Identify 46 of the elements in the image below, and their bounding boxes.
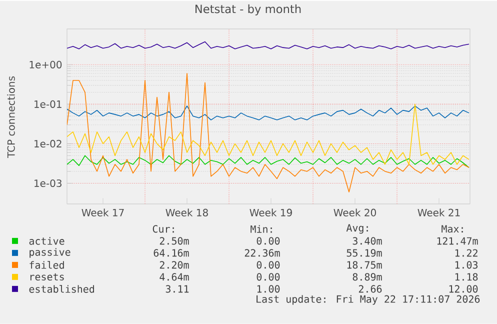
text: 121.47m xyxy=(437,237,478,245)
text: 4.64m xyxy=(160,273,189,281)
line-series xyxy=(67,155,470,168)
text: 1.03 xyxy=(455,261,478,269)
text: Cur: xyxy=(152,225,174,233)
x-tick-label: Week 20 xyxy=(334,208,376,216)
x-tick-label: Week 18 xyxy=(166,208,208,216)
text: 18.75m xyxy=(347,261,382,269)
text: 64.16m xyxy=(154,249,189,257)
legend-label: active xyxy=(29,237,64,245)
text: 1.22 xyxy=(455,249,478,257)
text: 12.00 xyxy=(449,285,478,293)
y-tick-label: 1e+00 xyxy=(30,60,62,68)
y-tick-label: 1e-01 xyxy=(34,100,62,108)
text: 0.00 xyxy=(256,237,280,245)
text: 1.00 xyxy=(257,285,280,293)
text: 8.89m xyxy=(352,273,382,281)
text: Max: xyxy=(442,225,463,233)
text: 3.40m xyxy=(352,237,382,245)
text: 3.11 xyxy=(166,285,189,293)
x-tick-label: Week 17 xyxy=(82,208,124,216)
text: 2.20m xyxy=(160,261,189,269)
text: 0.00 xyxy=(256,273,280,281)
text: 55.19m xyxy=(346,249,382,257)
text: 0.00 xyxy=(256,261,280,269)
text: Min: xyxy=(250,225,272,233)
text: Avg: xyxy=(346,224,368,234)
line-series xyxy=(67,104,470,165)
x-tick-label: Week 19 xyxy=(250,208,292,216)
text: 22.36m xyxy=(244,249,280,257)
text: 1.18 xyxy=(455,273,478,281)
line-series xyxy=(67,41,470,50)
chart-title: Netstat - by month xyxy=(196,4,301,16)
text: 2.66 xyxy=(358,285,382,293)
line-series xyxy=(67,106,470,120)
legend-label: passive xyxy=(30,248,70,258)
text: 2.50m xyxy=(160,237,189,245)
y-tick-label: 1e-02 xyxy=(34,140,62,148)
x-tick-label: Week 21 xyxy=(418,208,460,216)
line-series xyxy=(67,73,470,192)
text: Last update: Fri May 22 17:11:07 2026 xyxy=(256,295,480,305)
y-tick-label: 1e-03 xyxy=(34,180,62,188)
y-axis-title: TCP connections xyxy=(7,76,15,158)
legend-label: failed xyxy=(30,261,64,269)
legend-label: established xyxy=(29,285,94,293)
legend-label: resets xyxy=(30,273,64,281)
